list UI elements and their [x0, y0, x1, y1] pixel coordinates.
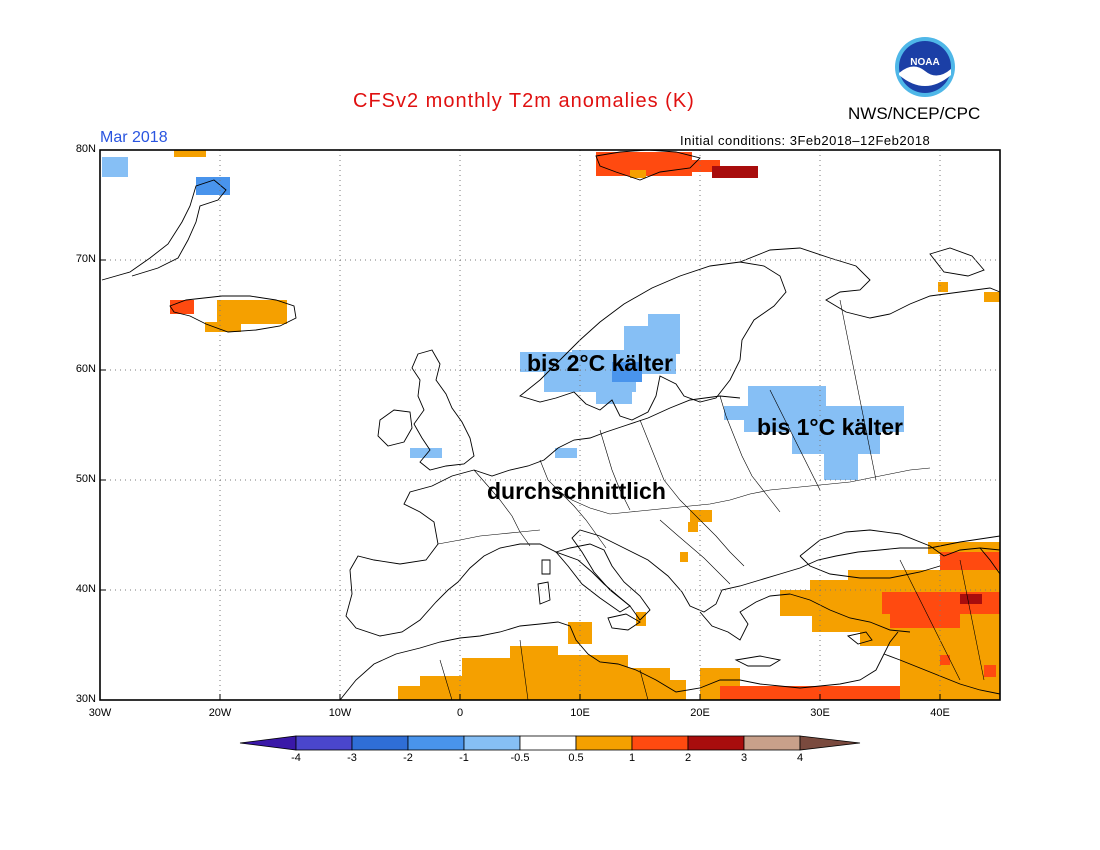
colorbar-swatch	[519, 735, 577, 751]
lat-label-70n: 70N	[75, 253, 96, 265]
noaa-logo: NOAA	[895, 37, 955, 97]
lon-label-10w: 10W	[328, 707, 352, 719]
colorbar-swatch	[687, 735, 745, 751]
lat-label-60n: 60N	[75, 363, 96, 375]
lon-label-10e: 10E	[570, 707, 590, 719]
colorbar-arrow-low	[239, 735, 297, 751]
colorbar-label-m1: -1	[459, 752, 469, 764]
colorbar-swatch	[575, 735, 633, 751]
axis-ticks	[99, 149, 941, 701]
colorbar-label-m05: -0.5	[510, 752, 530, 764]
lon-label-30e: 30E	[810, 707, 830, 719]
lat-label-30n: 30N	[75, 693, 96, 705]
colorbar-label-p2: 2	[684, 752, 692, 764]
lon-label-0: 0	[456, 707, 464, 719]
lon-label-30w: 30W	[88, 707, 112, 719]
country-borders	[437, 299, 985, 701]
noaa-logo-text: NOAA	[910, 57, 939, 68]
lon-label-20w: 20W	[208, 707, 232, 719]
colorbar-label-p4: 4	[796, 752, 804, 764]
colorbar-swatch	[631, 735, 689, 751]
colorbar-label-p1: 1	[628, 752, 636, 764]
lat-label-80n: 80N	[75, 143, 96, 155]
map-title: CFSv2 monthly T2m anomalies (K)	[353, 90, 695, 112]
lat-label-50n: 50N	[75, 473, 96, 485]
colorbar-label-p05: 0.5	[568, 752, 584, 764]
colorbar-swatch	[351, 735, 409, 751]
gridlines	[100, 150, 1000, 700]
month-label: Mar 2018	[100, 129, 168, 146]
lon-label-20e: 20E	[690, 707, 710, 719]
colorbar-swatch	[295, 735, 353, 751]
initial-conditions-label: Initial conditions: 3Feb2018–12Feb2018	[680, 133, 931, 148]
colorbar-swatch	[743, 735, 801, 751]
map-frame	[99, 149, 1001, 701]
colorbar-label-m3: -3	[347, 752, 357, 764]
colorbar-label-m2: -2	[403, 752, 413, 764]
annotation-scandinavia: bis 2°C kälter	[527, 350, 673, 376]
colorbar-arrow-high	[799, 735, 861, 751]
colorbar-label-p3: 3	[740, 752, 748, 764]
colorbar-label-m4: -4	[291, 752, 301, 764]
colorbar-swatch	[463, 735, 521, 751]
lat-label-40n: 40N	[75, 583, 96, 595]
lon-label-40e: 40E	[930, 707, 950, 719]
agency-label: NWS/NCEP/CPC	[848, 104, 981, 123]
colorbar-swatch	[407, 735, 465, 751]
annotation-central-europe: durchschnittlich	[487, 478, 666, 504]
annotation-russia: bis 1°C kälter	[757, 414, 903, 440]
colorbar	[239, 735, 861, 751]
